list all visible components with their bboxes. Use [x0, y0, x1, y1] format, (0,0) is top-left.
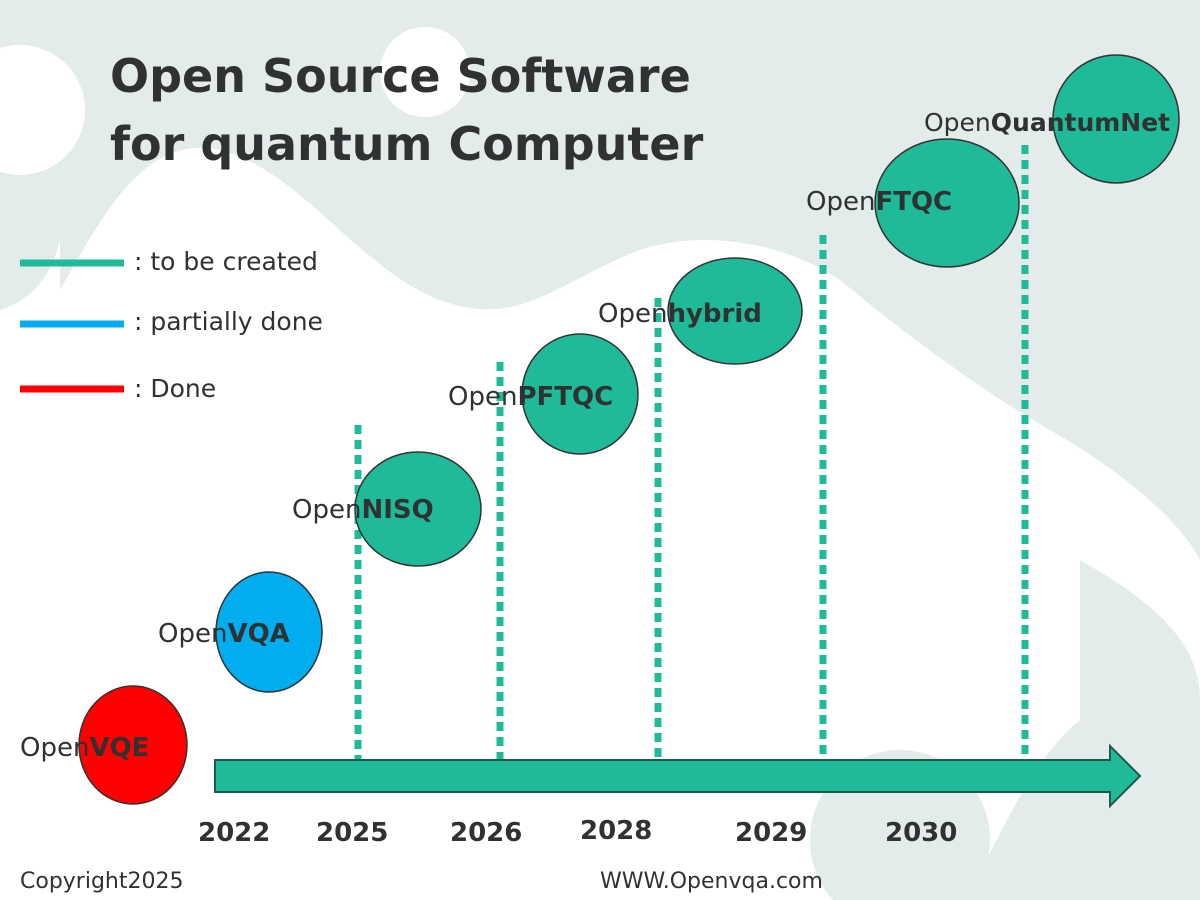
milestone-hybrid: Openhybrid — [598, 257, 803, 365]
svg-text:OpenNISQ: OpenNISQ — [292, 495, 434, 525]
milestone-name: NISQ — [361, 495, 433, 525]
status-bubble — [874, 138, 1020, 268]
svg-text:OpenFTQC: OpenFTQC — [806, 187, 952, 217]
milestone-prefix: Open — [806, 187, 875, 217]
milestone-name: VQE — [89, 733, 149, 763]
milestone-prefix: Open — [292, 495, 361, 525]
milestone-quantumnet: OpenQuantumNet — [924, 54, 1180, 184]
title-line-2: for quantum Computer — [110, 117, 704, 171]
milestone-name: VQA — [227, 619, 289, 649]
milestone-nisq: OpenNISQ — [292, 451, 482, 567]
status-bubble — [215, 571, 323, 693]
status-bubble — [521, 333, 639, 455]
milestone-vqe: OpenVQE — [20, 685, 188, 805]
year-label: 2022 — [198, 818, 270, 848]
legend: : to be created : partially done : Done — [20, 247, 323, 403]
legend-label-done: : Done — [134, 374, 216, 403]
milestone-ftqc: OpenFTQC — [806, 138, 1020, 268]
status-bubble — [78, 685, 188, 805]
year-label: 2029 — [735, 818, 807, 848]
svg-text:OpenVQE: OpenVQE — [20, 733, 149, 763]
status-bubble — [667, 257, 803, 365]
title-line-1: Open Source Software — [110, 49, 691, 103]
svg-text:OpenVQA: OpenVQA — [158, 619, 290, 649]
milestone-vqa: OpenVQA — [158, 571, 323, 693]
milestone-prefix: Open — [20, 733, 89, 763]
milestone-guides — [354, 145, 1029, 760]
year-labels: 2022 2025 2026 2028 2029 2030 — [198, 816, 957, 848]
year-label: 2028 — [580, 816, 652, 846]
status-bubble — [354, 451, 482, 567]
milestone-name: QuantumNet — [991, 108, 1170, 137]
milestone-prefix: Open — [598, 299, 667, 329]
year-label: 2030 — [885, 818, 957, 848]
milestone-pftqc: OpenPFTQC — [448, 333, 639, 455]
milestone-name: FTQC — [875, 187, 952, 217]
website-text: WWW.Openvqa.com — [600, 869, 823, 894]
copyright-text: Copyright2025 — [20, 869, 184, 894]
svg-text:OpenQuantumNet: OpenQuantumNet — [924, 108, 1170, 137]
year-label: 2025 — [316, 818, 388, 848]
status-bubble — [1052, 54, 1180, 184]
svg-text:OpenPFTQC: OpenPFTQC — [448, 382, 613, 412]
svg-text:Openhybrid: Openhybrid — [598, 299, 762, 329]
year-label: 2026 — [450, 818, 522, 848]
milestone-prefix: Open — [158, 619, 227, 649]
legend-label-to-be-created: : to be created — [134, 247, 318, 276]
timeline-arrow — [214, 743, 1142, 809]
milestone-name: hybrid — [667, 299, 761, 329]
milestone-prefix: Open — [448, 382, 517, 412]
milestone-name: PFTQC — [517, 382, 613, 412]
legend-label-partially-done: : partially done — [134, 307, 323, 336]
milestone-prefix: Open — [924, 108, 991, 137]
